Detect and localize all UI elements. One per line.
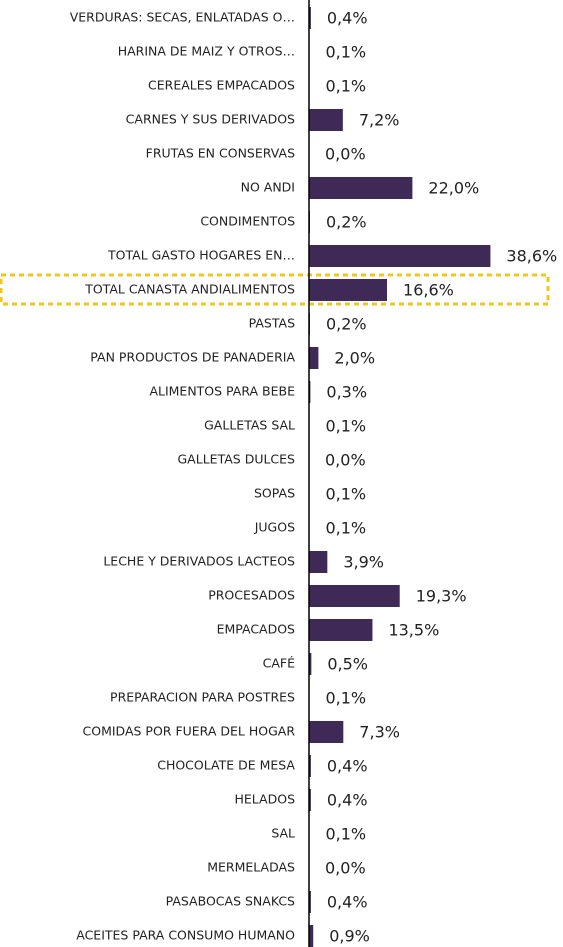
- value-label: 16,6%: [403, 281, 454, 300]
- value-label: 0,0%: [325, 859, 366, 878]
- category-label: CHOCOLATE DE MESA: [157, 758, 295, 773]
- category-label: PASTAS: [249, 316, 295, 331]
- value-label: 0,1%: [325, 519, 366, 538]
- category-label: SOPAS: [254, 486, 295, 501]
- category-label: VERDURAS: SECAS, ENLATADAS O…: [70, 10, 295, 25]
- category-label: SAL: [271, 826, 295, 841]
- value-label: 0,2%: [326, 213, 367, 232]
- highlight-box: [0, 273, 550, 306]
- category-label: TOTAL CANASTA ANDIALIMENTOS: [84, 282, 295, 297]
- category-label: EMPACADOS: [217, 622, 295, 637]
- value-label: 0,5%: [327, 655, 368, 674]
- category-label: HELADOS: [235, 792, 296, 807]
- value-label: 0,4%: [327, 893, 368, 912]
- value-label: 0,1%: [325, 485, 366, 504]
- category-label: LECHE Y DERIVADOS LACTEOS: [103, 554, 295, 569]
- category-label: ALIMENTOS PARA BEBE: [149, 384, 295, 399]
- category-label: CEREALES EMPACADOS: [148, 78, 295, 93]
- value-label: 38,6%: [506, 247, 557, 266]
- value-label: 0,4%: [327, 757, 368, 776]
- category-label: CARNES Y SUS DERIVADOS: [126, 112, 295, 127]
- value-label: 22,0%: [428, 179, 479, 198]
- value-label: 0,4%: [327, 9, 368, 28]
- bar: [309, 789, 311, 811]
- value-label: 0,4%: [327, 791, 368, 810]
- value-label: 0,2%: [326, 315, 367, 334]
- bar: [309, 585, 400, 607]
- category-label: PAN PRODUCTOS DE PANADERIA: [90, 350, 295, 365]
- value-label: 0,1%: [325, 825, 366, 844]
- value-label: 19,3%: [416, 587, 467, 606]
- value-label: 3,9%: [343, 553, 384, 572]
- category-label: PREPARACION PARA POSTRES: [110, 690, 295, 705]
- value-label: 0,1%: [325, 689, 366, 708]
- category-label: FRUTAS EN CONSERVAS: [146, 146, 295, 161]
- value-label: 0,3%: [326, 383, 367, 402]
- value-label: 0,9%: [329, 927, 370, 946]
- value-label: 0,1%: [325, 77, 366, 96]
- bar: [309, 891, 311, 913]
- value-label: 0,0%: [325, 451, 366, 470]
- value-label: 0,1%: [325, 43, 366, 62]
- bar: [309, 925, 314, 947]
- category-label: HARINA DE MAIZ Y OTROS…: [118, 44, 295, 59]
- category-label: GALLETAS DULCES: [178, 452, 296, 467]
- bar: [309, 653, 312, 675]
- bar: [309, 721, 344, 743]
- category-label: PASABOCAS SNAKCS: [166, 894, 295, 909]
- category-label: TOTAL GASTO HOGARES EN…: [107, 248, 295, 263]
- category-label: GALLETAS SAL: [204, 418, 295, 433]
- value-label: 2,0%: [334, 349, 375, 368]
- category-label: ACEITES PARA CONSUMO HUMANO: [76, 928, 295, 943]
- bar: [309, 109, 343, 131]
- category-label: CONDIMENTOS: [200, 214, 295, 229]
- bar: [309, 7, 311, 29]
- category-label: CAFÉ: [263, 656, 295, 671]
- value-label: 7,2%: [359, 111, 400, 130]
- bar: [309, 245, 491, 267]
- category-label: JUGOS: [254, 520, 295, 535]
- value-label: 7,3%: [359, 723, 400, 742]
- value-label: 13,5%: [388, 621, 439, 640]
- category-label: MERMELADAS: [207, 860, 295, 875]
- value-label: 0,0%: [325, 145, 366, 164]
- bar: [309, 551, 328, 573]
- bar: [309, 177, 413, 199]
- category-label: PROCESADOS: [208, 588, 295, 603]
- category-label: NO ANDI: [241, 180, 295, 195]
- bar: [309, 619, 373, 641]
- category-label: COMIDAS POR FUERA DEL HOGAR: [83, 724, 296, 739]
- bar: [309, 279, 388, 301]
- bar: [309, 347, 319, 369]
- value-label: 0,1%: [325, 417, 366, 436]
- bar: [309, 755, 311, 777]
